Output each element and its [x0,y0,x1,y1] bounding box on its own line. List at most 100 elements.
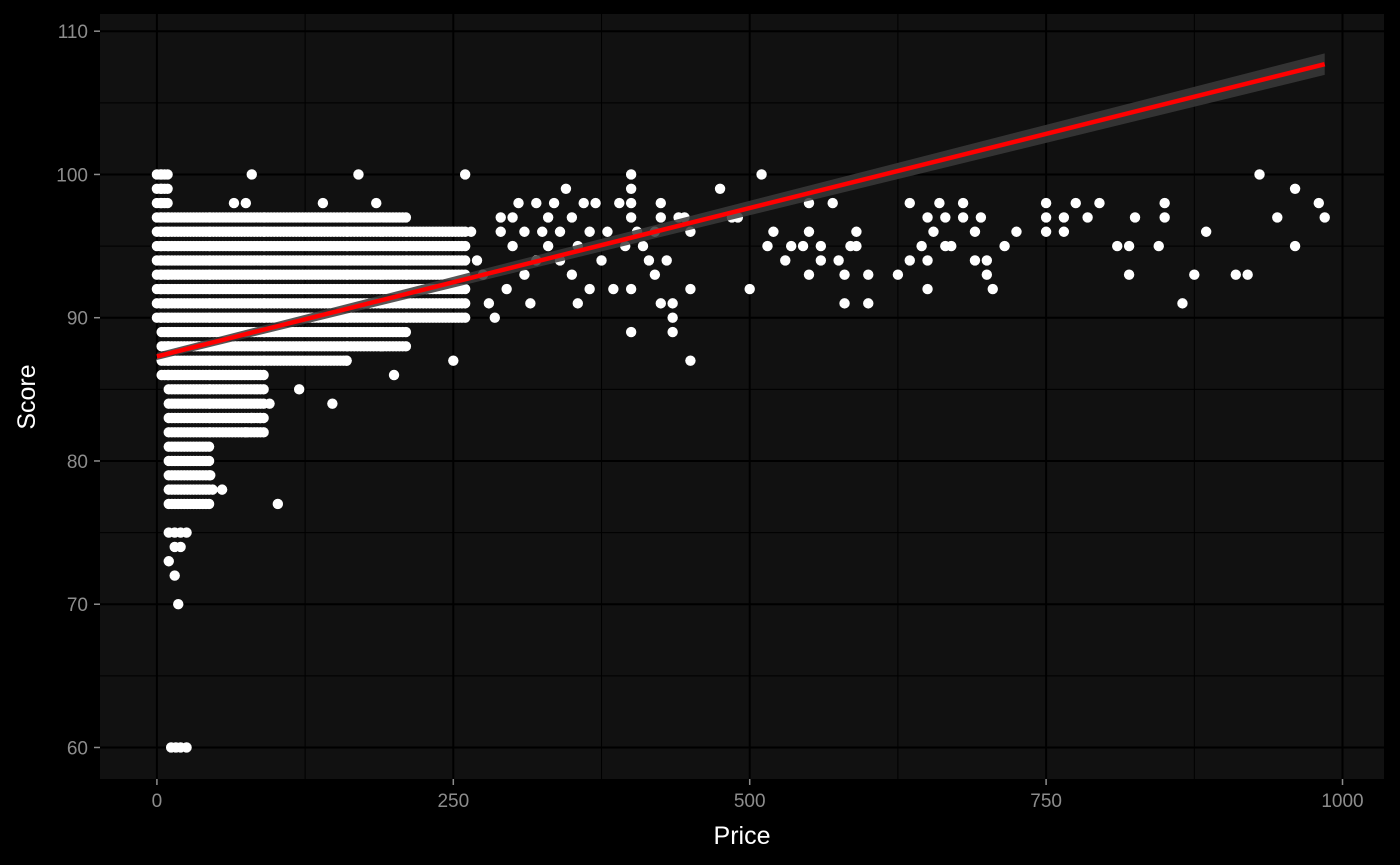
data-point [258,384,269,395]
data-point [1189,269,1200,280]
data-point [969,255,981,266]
trend-line [156,61,1326,359]
data-point [625,212,637,223]
data-point [175,541,186,553]
data-point [655,212,666,223]
y-tick-label: 100 [56,165,88,186]
data-point [957,197,969,209]
data-point [162,197,173,209]
x-tick-label: 250 [437,791,469,812]
data-point [625,283,637,295]
data-point [246,169,257,180]
data-point [400,212,412,223]
data-point [1159,212,1170,223]
data-point [548,197,560,209]
data-point [258,427,269,438]
data-point [1177,298,1188,309]
data-point [1242,269,1253,280]
data-point [904,255,915,266]
data-point [400,326,412,338]
data-point [780,255,791,266]
x-tick-label: 0 [152,791,163,812]
data-point [1123,240,1135,252]
data-point [714,183,726,194]
data-point [216,484,228,495]
data-point [803,269,815,280]
data-point [922,212,933,223]
data-point [851,226,862,237]
data-point [519,226,530,237]
data-point [203,455,215,467]
data-point [181,527,192,538]
data-point [531,197,542,209]
data-point [975,212,987,223]
data-point [525,298,536,309]
data-point [317,197,329,209]
data-point [625,326,637,338]
data-point [495,226,506,237]
data-point [1289,240,1301,252]
data-point [293,384,305,395]
data-point [839,269,850,280]
data-point [916,240,927,252]
data-point [614,197,625,209]
data-point [1313,197,1324,209]
data-point [625,183,637,194]
data-point [596,255,607,266]
data-point [590,197,601,209]
data-point [264,398,275,409]
data-point [1289,183,1301,194]
data-point [169,570,180,581]
data-point [465,226,477,237]
data-point [999,240,1010,252]
data-point [542,240,554,252]
data-point [560,183,572,194]
data-point [1254,169,1265,180]
data-point [981,269,993,280]
data-point [625,169,637,180]
data-point [1070,197,1081,209]
data-point [162,183,173,194]
data-point [904,197,915,209]
data-point [833,255,844,266]
data-point [327,398,338,409]
data-point [1319,212,1330,223]
data-point [246,412,257,424]
data-point [554,226,566,237]
data-point [495,212,506,223]
data-point [181,742,192,753]
data-point [661,255,672,266]
data-point [353,169,364,180]
data-point [756,169,767,180]
data-point [1200,226,1212,237]
data-point [1040,212,1052,223]
data-point [863,298,874,309]
data-point [797,240,809,252]
data-point [489,312,501,323]
data-point [786,240,797,252]
x-axis-title: Price [714,822,771,850]
x-tick-label: 500 [734,791,766,812]
data-point [162,169,173,180]
data-point [537,226,548,237]
data-point [459,283,471,295]
data-point [1153,240,1164,252]
y-tick-label: 60 [67,738,88,759]
data-point [643,255,655,266]
data-point [542,212,554,223]
data-point [946,240,957,252]
data-point [566,212,578,223]
data-point [459,255,471,266]
point-layer [151,169,1330,753]
data-point [744,283,755,295]
data-point [272,498,284,510]
data-point [448,355,459,366]
data-point [928,226,939,237]
y-axis-title: Score [13,364,41,429]
y-tick-label: 80 [67,452,88,473]
data-point [240,427,252,438]
y-tick-label: 90 [67,309,88,330]
data-point [173,599,184,610]
data-point [1112,240,1123,252]
